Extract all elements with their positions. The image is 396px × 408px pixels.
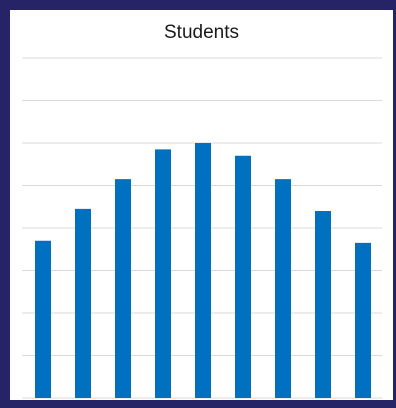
bar-5 — [195, 143, 211, 398]
bar-7 — [275, 179, 291, 398]
chart-title: Students — [164, 22, 239, 43]
chart-panel: Students — [10, 10, 393, 400]
bar-6 — [235, 155, 251, 398]
bar-4 — [155, 149, 171, 398]
bar-9 — [355, 242, 371, 398]
chart-plot — [22, 57, 382, 399]
bar-3 — [115, 179, 131, 398]
bar-8 — [315, 211, 331, 398]
bar-1 — [35, 240, 51, 398]
bar-2 — [75, 208, 91, 398]
